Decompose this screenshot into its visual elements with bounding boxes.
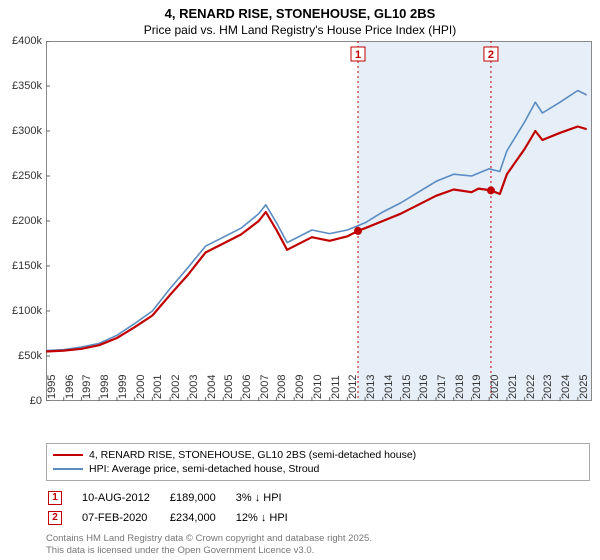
x-tick-label: 2024 xyxy=(560,374,572,398)
y-tick-label: £400k xyxy=(2,35,42,47)
x-tick-label: 2022 xyxy=(525,374,537,398)
footer-line-1: Contains HM Land Registry data © Crown c… xyxy=(46,533,590,545)
sales-row: 2 07-FEB-2020£234,00012% ↓ HPI xyxy=(48,509,306,527)
legend-swatch xyxy=(53,454,83,457)
y-tick-label: £100k xyxy=(2,305,42,317)
y-tick-label: £150k xyxy=(2,260,42,272)
x-axis-labels: 1995199619971998199920002001200220032004… xyxy=(46,401,592,439)
legend-item: 4, RENARD RISE, STONEHOUSE, GL10 2BS (se… xyxy=(53,448,583,462)
sale-date: 07-FEB-2020 xyxy=(82,509,168,527)
sale-price: £189,000 xyxy=(170,489,234,507)
x-tick-label: 2000 xyxy=(135,374,147,398)
x-tick-label: 1999 xyxy=(117,374,129,398)
x-tick-label: 2025 xyxy=(578,374,590,398)
x-tick-label: 2007 xyxy=(259,374,271,398)
x-tick-label: 2015 xyxy=(401,374,413,398)
y-tick-label: £350k xyxy=(2,80,42,92)
legend-swatch xyxy=(53,468,83,470)
x-tick-label: 1995 xyxy=(46,374,58,398)
x-tick-label: 2014 xyxy=(383,374,395,398)
x-tick-label: 2008 xyxy=(276,374,288,398)
x-tick-label: 2011 xyxy=(330,375,342,399)
y-tick-label: £50k xyxy=(2,350,42,362)
x-tick-label: 2023 xyxy=(542,374,554,398)
chart-title-line2: Price paid vs. HM Land Registry's House … xyxy=(0,23,600,41)
plot-area: £0£50k£100k£150k£200k£250k£300k£350k£400… xyxy=(46,41,592,401)
y-tick-label: £300k xyxy=(2,125,42,137)
x-tick-label: 2019 xyxy=(471,374,483,398)
x-tick-label: 2013 xyxy=(365,374,377,398)
x-tick-label: 2002 xyxy=(170,374,182,398)
x-tick-label: 2017 xyxy=(436,374,448,398)
x-tick-label: 2021 xyxy=(507,374,519,398)
legend-item: HPI: Average price, semi-detached house,… xyxy=(53,462,583,476)
legend-label: 4, RENARD RISE, STONEHOUSE, GL10 2BS (se… xyxy=(89,449,416,461)
plot-svg: 12 xyxy=(46,41,592,401)
x-tick-label: 2020 xyxy=(489,374,501,398)
footer-attribution: Contains HM Land Registry data © Crown c… xyxy=(46,533,590,557)
x-tick-label: 1998 xyxy=(99,374,111,398)
sale-marker: 2 xyxy=(48,511,62,525)
x-tick-label: 2016 xyxy=(418,374,430,398)
legend-label: HPI: Average price, semi-detached house,… xyxy=(89,463,319,475)
x-tick-label: 2001 xyxy=(152,374,164,398)
sales-row: 1 10-AUG-2012£189,0003% ↓ HPI xyxy=(48,489,306,507)
svg-text:1: 1 xyxy=(355,49,361,61)
x-tick-label: 1996 xyxy=(64,374,76,398)
x-tick-label: 2005 xyxy=(223,374,235,398)
sale-price: £234,000 xyxy=(170,509,234,527)
x-tick-label: 2009 xyxy=(294,374,306,398)
chart-container: 4, RENARD RISE, STONEHOUSE, GL10 2BS Pri… xyxy=(0,0,600,560)
sale-marker: 1 xyxy=(48,491,62,505)
x-tick-label: 2012 xyxy=(347,374,359,398)
x-tick-label: 1997 xyxy=(81,374,93,398)
svg-text:2: 2 xyxy=(488,49,494,61)
x-tick-label: 2003 xyxy=(188,374,200,398)
sale-date: 10-AUG-2012 xyxy=(82,489,168,507)
footer-line-2: This data is licensed under the Open Gov… xyxy=(46,545,590,557)
x-tick-label: 2006 xyxy=(241,374,253,398)
y-tick-label: £0 xyxy=(2,395,42,407)
legend: 4, RENARD RISE, STONEHOUSE, GL10 2BS (se… xyxy=(46,443,590,481)
x-tick-label: 2018 xyxy=(454,374,466,398)
sales-table: 1 10-AUG-2012£189,0003% ↓ HPI 2 07-FEB-2020… xyxy=(46,487,308,529)
y-tick-label: £200k xyxy=(2,215,42,227)
x-tick-label: 2010 xyxy=(312,374,324,398)
y-tick-label: £250k xyxy=(2,170,42,182)
x-tick-label: 2004 xyxy=(206,374,218,398)
sale-delta: 3% ↓ HPI xyxy=(236,489,306,507)
chart-title-line1: 4, RENARD RISE, STONEHOUSE, GL10 2BS xyxy=(0,0,600,23)
sale-delta: 12% ↓ HPI xyxy=(236,509,306,527)
